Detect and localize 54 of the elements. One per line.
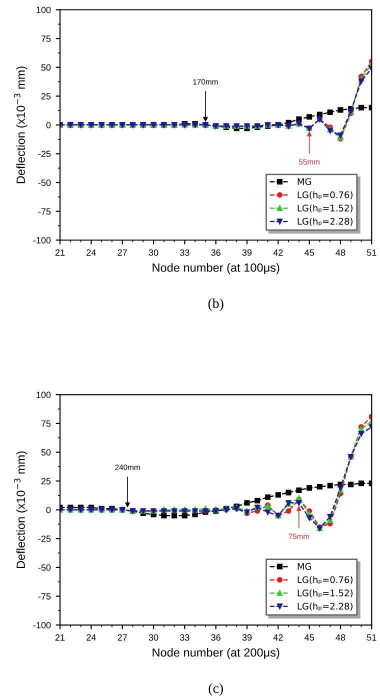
legend-label: MG <box>298 178 311 185</box>
x-axis-title: Node number (at 200μs) <box>152 648 280 660</box>
y-tick-label: -25 <box>38 536 51 542</box>
x-tick-label: 27 <box>118 249 127 256</box>
x-tick-label: 48 <box>336 634 346 641</box>
x-tick-label: 42 <box>273 634 283 641</box>
x-tick-label: 42 <box>273 249 283 256</box>
legend-label: LG(hₚ=1.52) <box>298 589 352 598</box>
legend-label: LG(hₚ=0.76) <box>298 191 352 200</box>
x-tick-label: 30 <box>148 634 158 641</box>
x-tick-label: 21 <box>55 634 65 641</box>
x-tick-label: 33 <box>180 634 190 641</box>
x-tick-label: 36 <box>211 249 220 256</box>
x-tick-label: 45 <box>304 634 314 641</box>
y-tick-label: -100 <box>33 237 51 244</box>
y-tick-label: 0 <box>46 506 51 514</box>
x-tick-label: 39 <box>242 249 252 256</box>
y-tick-label: 50 <box>41 449 51 456</box>
y-axis-title: Deflection (x10$^{−3}$ mm) <box>14 66 28 184</box>
y-tick-label: 100 <box>36 6 51 14</box>
y-tick-label: 25 <box>41 93 51 100</box>
x-tick-label: 24 <box>86 249 96 256</box>
y-tick-label: -25 <box>38 150 51 158</box>
legend-label: LG(hₚ=2.28) <box>298 602 352 611</box>
x-tick-label: 39 <box>242 634 252 641</box>
x-tick-label: 21 <box>55 249 65 256</box>
legend-label: MG <box>298 563 311 570</box>
x-tick-label: 33 <box>180 249 190 256</box>
y-tick-label: 0 <box>46 122 51 128</box>
text: (b) <box>208 298 224 311</box>
x-tick-label: 51 <box>366 249 376 256</box>
y-axis-title: Deflection (x10$^{−3}$ mm) <box>14 451 28 568</box>
x-tick-label: 27 <box>118 634 127 641</box>
y-tick-label: -100 <box>33 622 51 628</box>
x-tick-label: 48 <box>336 249 346 256</box>
y-tick-label: 75 <box>41 36 51 42</box>
x-tick-label: 45 <box>304 249 314 256</box>
x-tick-label: 36 <box>211 634 220 641</box>
y-tick-label: -50 <box>38 564 51 571</box>
x-axis-title: Node number (at 100μs) <box>152 263 280 274</box>
y-tick-label: -50 <box>38 179 51 186</box>
x-tick-label: 24 <box>86 634 96 641</box>
x-tick-label: 30 <box>148 249 158 256</box>
y-tick-label: -75 <box>38 593 51 600</box>
y-tick-label: 100 <box>36 392 51 398</box>
x-tick-label: 51 <box>366 634 376 641</box>
y-tick-label: 25 <box>41 478 51 484</box>
legend-label: LG(hₚ=2.28) <box>298 218 352 226</box>
legend-label: LG(hₚ=0.76) <box>298 576 352 584</box>
y-tick-label: 75 <box>41 420 51 427</box>
legend-label: LG(hₚ=1.52) <box>298 204 352 213</box>
text: (c) <box>208 683 223 696</box>
y-tick-label: -75 <box>38 208 51 215</box>
y-tick-label: 50 <box>41 64 51 71</box>
